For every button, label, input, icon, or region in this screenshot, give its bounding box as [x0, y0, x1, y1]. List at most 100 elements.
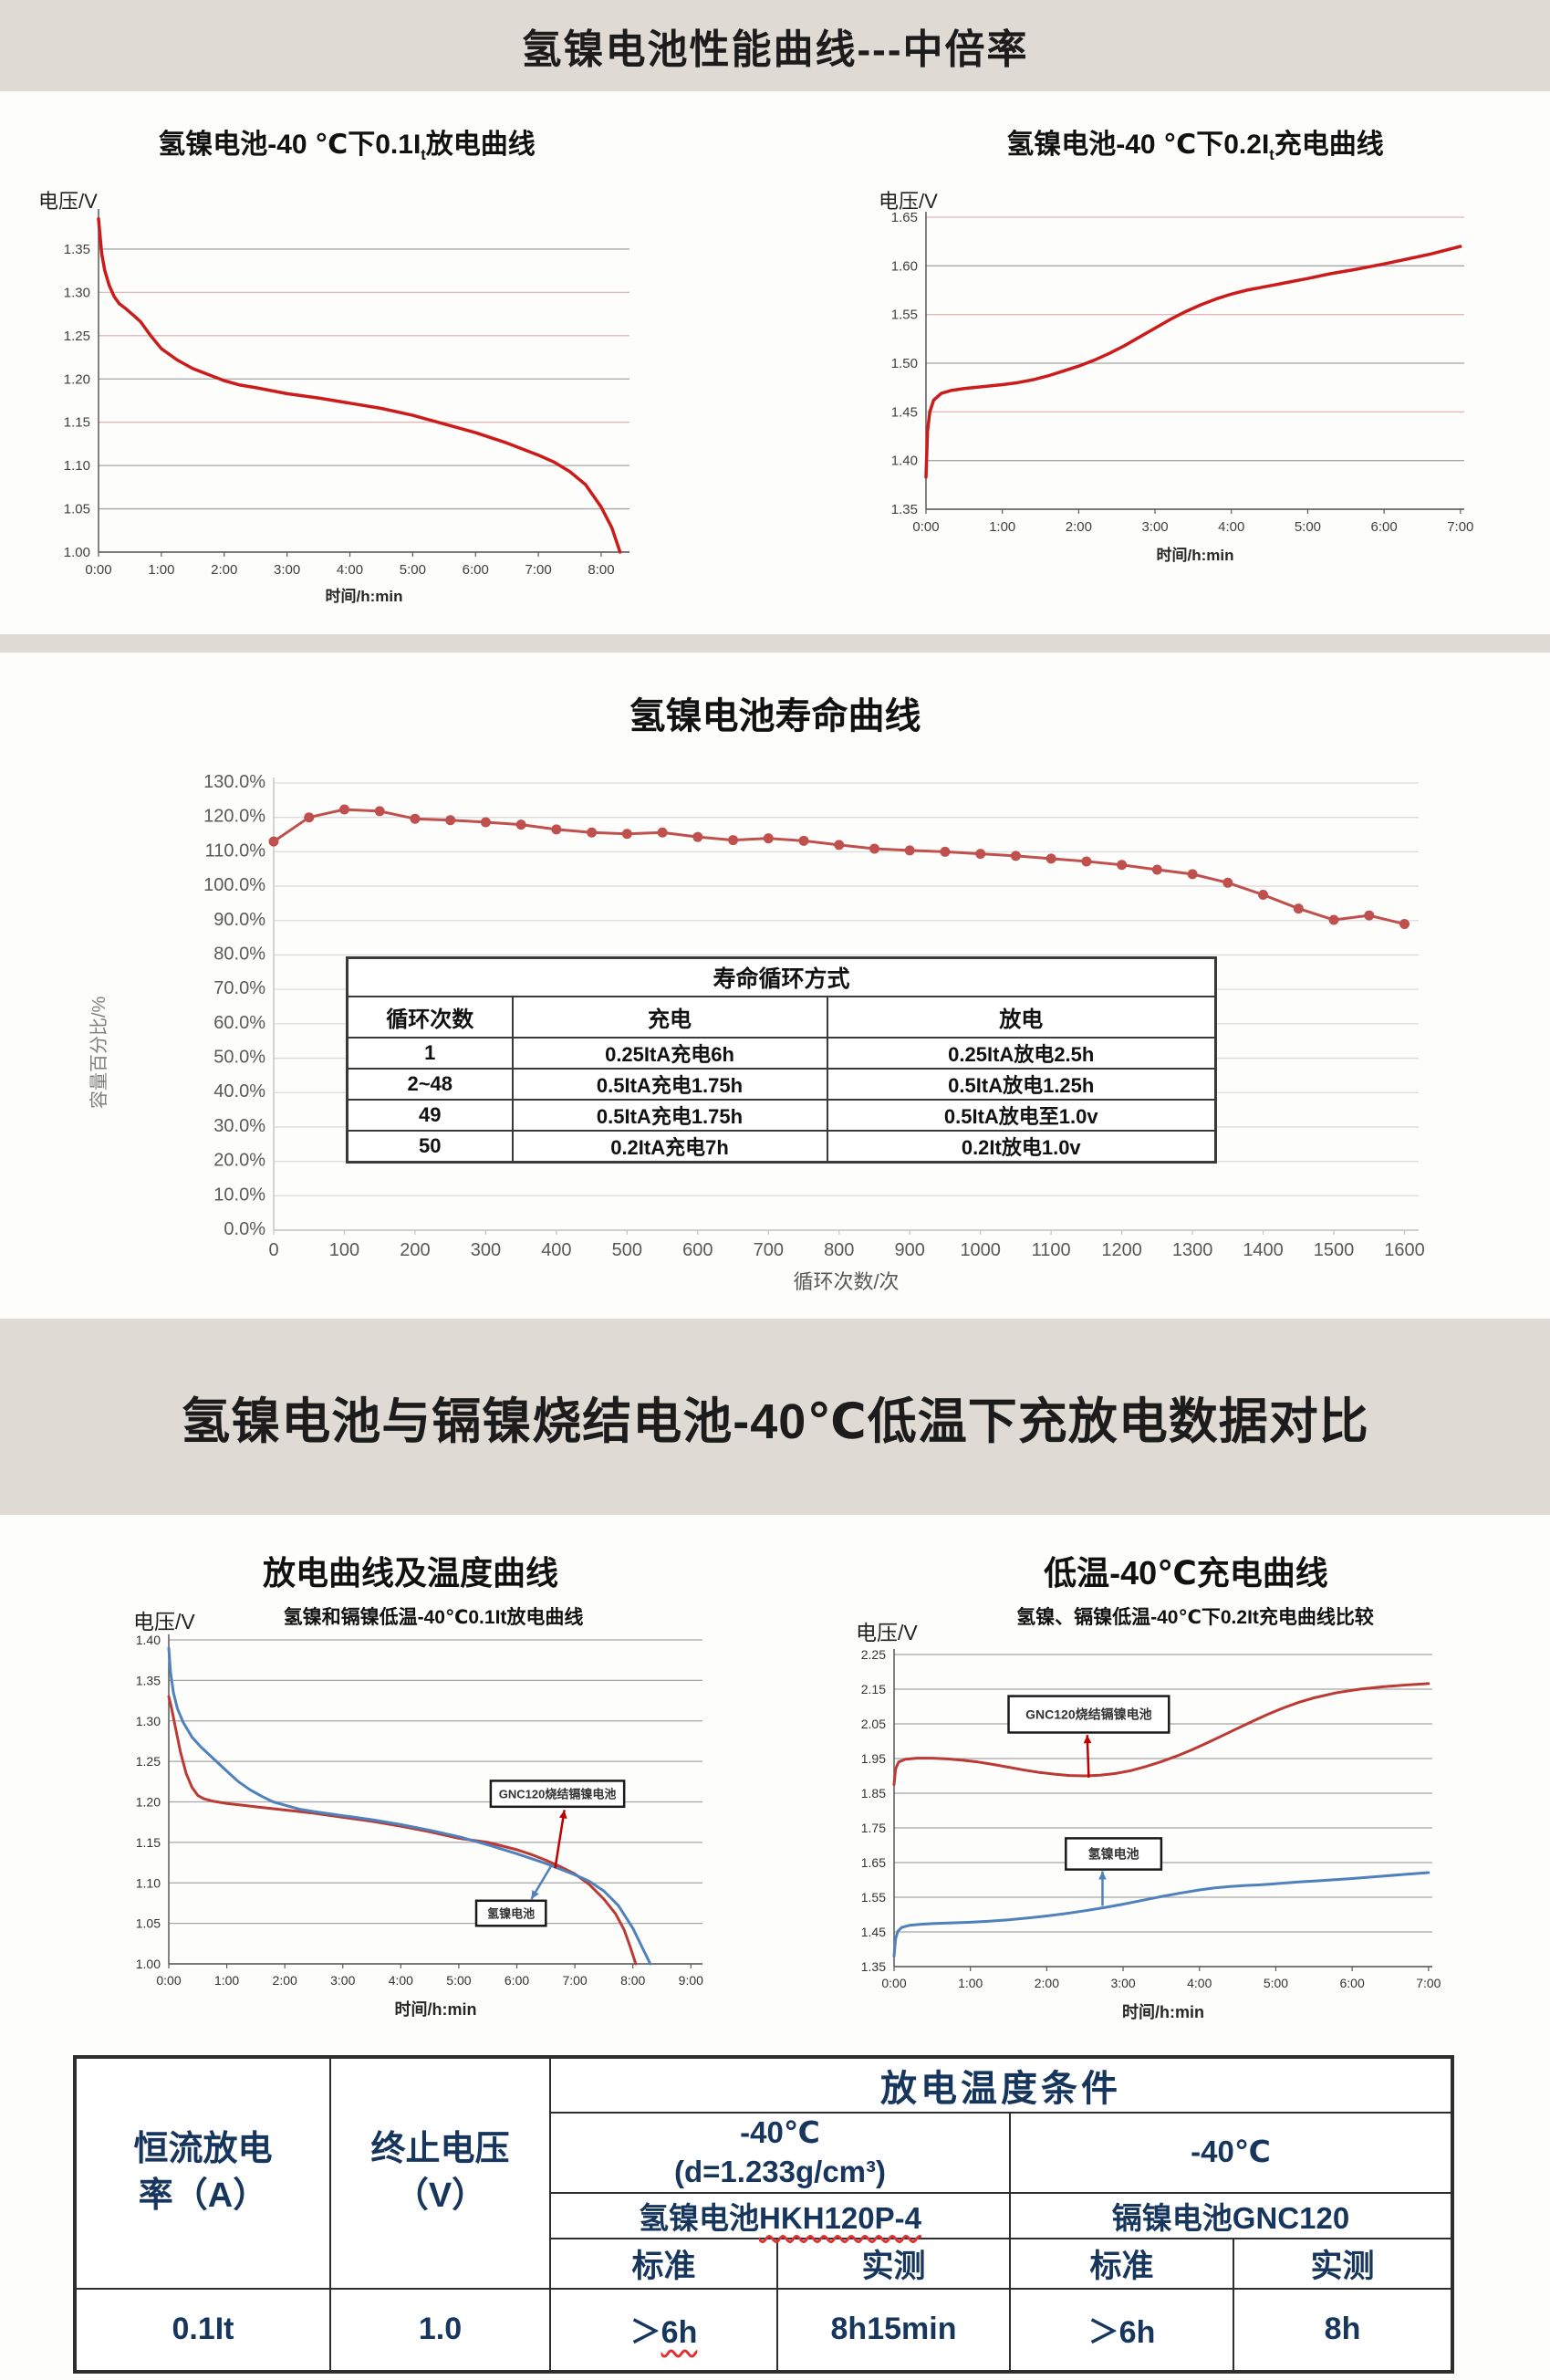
- charge-chart-yaxis-label: 电压/V: [879, 190, 938, 213]
- svg-text:90.0%: 90.0%: [213, 910, 265, 930]
- life-table-cell: 0.2ItA充电7h: [511, 1129, 828, 1163]
- svg-text:2:00: 2:00: [1035, 1976, 1059, 1990]
- svg-text:2:00: 2:00: [273, 1973, 297, 1988]
- svg-text:0: 0: [268, 1240, 278, 1260]
- life-table-cell: 2~48: [346, 1067, 514, 1101]
- svg-text:GNC120烧结镉镍电池: GNC120烧结镉镍电池: [499, 1788, 617, 1801]
- life-table-cell: 50: [346, 1129, 514, 1163]
- life-table-header-cycles: 循环次数: [346, 995, 514, 1039]
- life-table-header-discharge: 放电: [826, 995, 1217, 1039]
- svg-text:7:00: 7:00: [1416, 1976, 1441, 1990]
- battery1-model: HKH120P-4: [759, 2200, 921, 2235]
- cutoff-voltage-header-line2: （V）: [393, 2176, 487, 2216]
- svg-text:1.45: 1.45: [861, 1925, 886, 1939]
- life-table-cell: 1: [346, 1036, 514, 1070]
- nicd-measured-value-cell: 8h: [1233, 2287, 1453, 2373]
- battery1-name: 氢镍电池: [639, 2200, 760, 2235]
- charge-chart-title: 氢镍电池-40 ℃下0.2It充电曲线: [858, 121, 1533, 164]
- svg-text:1.25: 1.25: [64, 329, 90, 344]
- svg-text:70.0%: 70.0%: [213, 978, 265, 998]
- condition2-cell: -40℃: [1009, 2112, 1453, 2194]
- life-table-row: 50 0.2ItA充电7h 0.2It放电1.0v: [346, 1129, 1217, 1163]
- life-table-row: 2~48 0.5ItA充电1.75h 0.5ItA放电1.25h: [346, 1067, 1217, 1101]
- life-table-title: 寿命循环方式: [346, 956, 1217, 997]
- charge-curve-chart: 1.65 1.60 1.55 1.50 1.45 1.40 1.35 0:00 1:00 2:00…: [858, 196, 1533, 625]
- svg-text:30.0%: 30.0%: [213, 1116, 265, 1136]
- discharge-chart-title-part1: 氢镍电池-40 ℃下0.1I: [158, 130, 421, 160]
- svg-text:1.35: 1.35: [861, 1959, 886, 1974]
- svg-text:时间/h:min: 时间/h:min: [326, 587, 403, 605]
- svg-text:5:00: 5:00: [1295, 519, 1321, 535]
- svg-text:3:00: 3:00: [1110, 1976, 1135, 1990]
- svg-text:0:00: 0:00: [912, 519, 939, 535]
- svg-text:5:00: 5:00: [446, 1973, 471, 1988]
- svg-text:1.35: 1.35: [891, 502, 918, 517]
- svg-text:9:00: 9:00: [679, 1973, 703, 1988]
- section1-title-band: 氢镍电池性能曲线---中倍率: [0, 0, 1550, 91]
- life-table-cell: 0.25ItA放电2.5h: [826, 1036, 1217, 1070]
- svg-text:6:00: 6:00: [1371, 519, 1398, 535]
- svg-text:8:00: 8:00: [588, 562, 614, 578]
- condition1-temp: -40℃: [740, 2115, 820, 2149]
- rate-header-line1: 恒流放电: [133, 2130, 273, 2169]
- svg-text:1.85: 1.85: [861, 1786, 886, 1801]
- svg-text:110.0%: 110.0%: [205, 840, 266, 861]
- svg-text:1.45: 1.45: [891, 404, 918, 420]
- svg-text:氢镍电池: 氢镍电池: [1088, 1847, 1139, 1862]
- svg-text:1.30: 1.30: [136, 1714, 161, 1728]
- svg-text:时间/h:min: 时间/h:min: [1157, 546, 1234, 564]
- svg-text:1200: 1200: [1101, 1240, 1142, 1260]
- measured2-header: 实测: [1233, 2237, 1453, 2290]
- svg-text:1300: 1300: [1172, 1240, 1213, 1260]
- discharge-chart-title-part2: 放电曲线: [425, 130, 536, 160]
- life-table-row: 49 0.5ItA充电1.75h 0.5ItA放电至1.0v: [346, 1098, 1217, 1132]
- svg-text:1.35: 1.35: [136, 1673, 161, 1687]
- svg-text:10.0%: 10.0%: [213, 1185, 265, 1205]
- svg-text:900: 900: [895, 1240, 925, 1260]
- svg-text:2:00: 2:00: [211, 562, 237, 578]
- svg-text:1.30: 1.30: [64, 285, 90, 300]
- svg-text:1.25: 1.25: [136, 1754, 161, 1769]
- condition1-cell: -40℃ (d=1.233g/cm³): [549, 2112, 1011, 2194]
- life-table-row: 1 0.25ItA充电6h 0.25ItA放电2.5h: [346, 1036, 1217, 1070]
- svg-text:20.0%: 20.0%: [213, 1151, 265, 1171]
- svg-text:2.25: 2.25: [861, 1647, 886, 1662]
- nimh-measured-value-cell: 8h15min: [776, 2287, 1011, 2373]
- svg-text:1.20: 1.20: [64, 371, 90, 387]
- svg-text:0:00: 0:00: [156, 1973, 181, 1988]
- svg-text:2.05: 2.05: [861, 1717, 886, 1731]
- nimh-standard-gt: ＞: [629, 2315, 661, 2351]
- nimh-standard-value-cell: ＞6h: [549, 2287, 778, 2373]
- svg-text:700: 700: [754, 1240, 784, 1260]
- nimh-standard-hours: 6h: [661, 2315, 698, 2351]
- charge-chart-title-part1: 氢镍电池-40 ℃下0.2I: [1006, 130, 1270, 160]
- discharge-comparison-subtitle: 氢镍和镉镍低温-40℃0.1It放电曲线: [283, 1607, 584, 1628]
- charge-comparison-subtitle: 氢镍、镉镍低温-40℃下0.2It充电曲线比较: [1016, 1607, 1374, 1628]
- svg-text:1100: 1100: [1032, 1240, 1071, 1260]
- svg-text:4:00: 4:00: [337, 562, 363, 578]
- svg-text:3:00: 3:00: [274, 562, 300, 578]
- discharge-result-table: 恒流放电 率（A） 终止电压 （V） 放电温度条件 -40℃ (d=1.233g…: [73, 2055, 1454, 2374]
- rate-header-cell: 恒流放电 率（A）: [74, 2056, 331, 2290]
- discharge-comparison-chart: 1.40 1.35 1.30 1.25 1.20 1.15 1.10 1.05 1.00 0:00…: [55, 1624, 766, 2035]
- svg-text:5:00: 5:00: [400, 562, 426, 578]
- svg-text:5:00: 5:00: [1264, 1976, 1288, 1990]
- rate-value-cell: 0.1It: [74, 2287, 331, 2373]
- charge-comparison-yaxis-label: 电压/V: [856, 1621, 918, 1644]
- svg-text:1.75: 1.75: [861, 1821, 886, 1835]
- charge-chart-title-part2: 充电曲线: [1274, 130, 1384, 160]
- life-table-cell: 0.5ItA放电1.25h: [826, 1067, 1217, 1101]
- charge-chart-title-subscript: t: [1269, 147, 1274, 163]
- measured1-header: 实测: [776, 2237, 1011, 2290]
- svg-text:1500: 1500: [1314, 1240, 1355, 1260]
- discharge-comparison-header: 放电曲线及温度曲线: [262, 1554, 558, 1592]
- svg-text:800: 800: [824, 1240, 854, 1260]
- discharge-chart-yaxis-label: 电压/V: [38, 190, 98, 213]
- svg-text:0.0%: 0.0%: [224, 1219, 265, 1239]
- svg-text:1:00: 1:00: [989, 519, 1015, 535]
- life-table-cell: 0.25ItA充电6h: [511, 1036, 828, 1070]
- svg-text:3:00: 3:00: [330, 1973, 355, 1988]
- svg-text:500: 500: [612, 1240, 642, 1260]
- life-table-cell: 0.5ItA放电至1.0v: [826, 1098, 1217, 1132]
- svg-text:2:00: 2:00: [1066, 519, 1092, 535]
